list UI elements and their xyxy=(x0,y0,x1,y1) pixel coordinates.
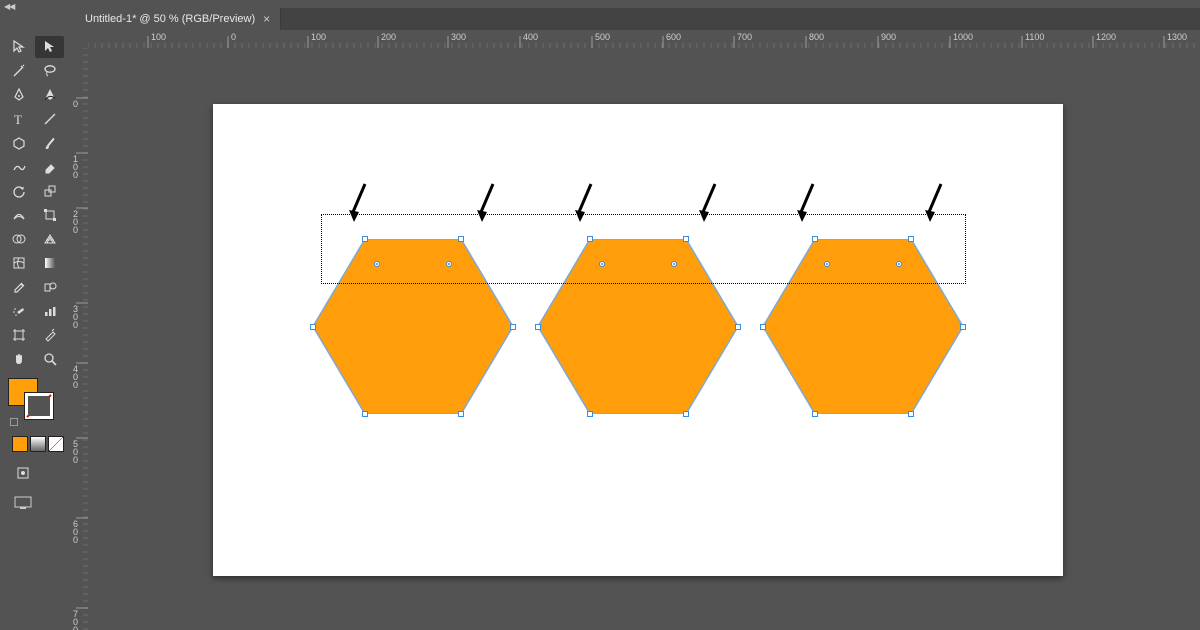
fill-stroke-swatch[interactable] xyxy=(4,378,64,515)
screen-mode-icon[interactable] xyxy=(14,496,64,515)
symbol-sprayer-tool[interactable] xyxy=(4,300,33,322)
color-mode-none[interactable] xyxy=(48,436,64,452)
lasso-tool[interactable] xyxy=(35,60,64,82)
svg-text:0: 0 xyxy=(73,170,78,180)
artboard[interactable] xyxy=(213,104,1063,576)
shape-builder-tool[interactable] xyxy=(4,228,33,250)
zoom-tool[interactable] xyxy=(35,348,64,370)
gradient-tool[interactable] xyxy=(35,252,64,274)
width-tool[interactable] xyxy=(4,204,33,226)
curvature-tool[interactable] xyxy=(35,84,64,106)
paintbrush-tool[interactable] xyxy=(35,132,64,154)
svg-text:0: 0 xyxy=(73,625,78,630)
svg-text:200: 200 xyxy=(381,32,396,42)
artboard-tool[interactable] xyxy=(4,324,33,346)
swap-fill-stroke-icon[interactable] xyxy=(10,418,18,426)
svg-text:700: 700 xyxy=(737,32,752,42)
eyedropper-tool[interactable] xyxy=(4,276,33,298)
magic-wand-tool[interactable] xyxy=(4,60,33,82)
svg-text:0: 0 xyxy=(73,380,78,390)
svg-text:300: 300 xyxy=(451,32,466,42)
annotation-arrow-icon xyxy=(697,182,721,224)
selection-handle[interactable] xyxy=(960,324,966,330)
type-tool[interactable]: T xyxy=(4,108,33,130)
close-icon[interactable]: × xyxy=(263,12,270,26)
svg-text:100: 100 xyxy=(311,32,326,42)
selection-handle[interactable] xyxy=(760,324,766,330)
svg-text:400: 400 xyxy=(523,32,538,42)
annotation-arrow-icon xyxy=(347,182,371,224)
color-mode-gradient[interactable] xyxy=(30,436,46,452)
blend-tool[interactable] xyxy=(35,276,64,298)
color-mode-solid[interactable] xyxy=(12,436,28,452)
hand-tool[interactable] xyxy=(4,348,33,370)
toolbox: T xyxy=(0,10,68,519)
ruler-origin[interactable] xyxy=(70,30,88,48)
selection-handle[interactable] xyxy=(362,411,368,417)
shape-tool[interactable] xyxy=(4,132,33,154)
svg-text:0: 0 xyxy=(231,32,236,42)
svg-text:100: 100 xyxy=(151,32,166,42)
shaper-tool[interactable] xyxy=(4,156,33,178)
pen-tool[interactable] xyxy=(4,84,33,106)
document-tab[interactable]: Untitled-1* @ 50 % (RGB/Preview) × xyxy=(75,8,281,30)
svg-text:1000: 1000 xyxy=(953,32,973,42)
document-tab-title: Untitled-1* @ 50 % (RGB/Preview) xyxy=(85,13,255,25)
free-transform-tool[interactable] xyxy=(35,204,64,226)
selection-handle[interactable] xyxy=(510,324,516,330)
direct-selection-tool[interactable] xyxy=(35,36,64,58)
svg-text:0: 0 xyxy=(73,455,78,465)
column-graph-tool[interactable] xyxy=(35,300,64,322)
selection-tool[interactable] xyxy=(4,36,33,58)
scale-tool[interactable] xyxy=(35,180,64,202)
annotation-arrow-icon xyxy=(923,182,947,224)
selection-marquee xyxy=(321,214,966,284)
canvas-stage[interactable] xyxy=(88,48,1200,630)
svg-text:0: 0 xyxy=(73,99,78,109)
svg-text:600: 600 xyxy=(666,32,681,42)
draw-mode-icon[interactable] xyxy=(8,462,37,484)
svg-text:1300: 1300 xyxy=(1167,32,1187,42)
annotation-arrow-icon xyxy=(475,182,499,224)
svg-text:1100: 1100 xyxy=(1025,32,1044,42)
svg-text:500: 500 xyxy=(595,32,610,42)
selection-handle[interactable] xyxy=(535,324,541,330)
perspective-grid-tool[interactable] xyxy=(35,228,64,250)
document-tabbar: Untitled-1* @ 50 % (RGB/Preview) × xyxy=(75,8,1200,30)
svg-text:900: 900 xyxy=(881,32,896,42)
selection-handle[interactable] xyxy=(458,411,464,417)
slice-tool[interactable] xyxy=(35,324,64,346)
svg-text:800: 800 xyxy=(809,32,824,42)
annotation-arrow-icon xyxy=(573,182,597,224)
svg-text:0: 0 xyxy=(73,225,78,235)
selection-handle[interactable] xyxy=(735,324,741,330)
stroke-color[interactable] xyxy=(24,392,54,420)
annotation-arrow-icon xyxy=(795,182,819,224)
selection-handle[interactable] xyxy=(587,411,593,417)
svg-text:T: T xyxy=(14,112,22,126)
svg-text:0: 0 xyxy=(73,320,78,330)
line-segment-tool[interactable] xyxy=(35,108,64,130)
rotate-tool[interactable] xyxy=(4,180,33,202)
selection-handle[interactable] xyxy=(908,411,914,417)
svg-text:1200: 1200 xyxy=(1096,32,1116,42)
selection-handle[interactable] xyxy=(812,411,818,417)
svg-text:0: 0 xyxy=(73,535,78,545)
selection-handle[interactable] xyxy=(683,411,689,417)
vertical-ruler[interactable]: 0100200300400500600700 xyxy=(70,48,88,630)
selection-handle[interactable] xyxy=(310,324,316,330)
mesh-tool[interactable] xyxy=(4,252,33,274)
horizontal-ruler[interactable]: 1000100200300400500600700800900100011001… xyxy=(88,30,1200,48)
eraser-tool[interactable] xyxy=(35,156,64,178)
